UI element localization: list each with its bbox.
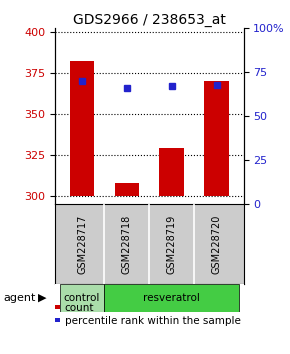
Bar [115,183,139,196]
Text: agent: agent [3,293,35,303]
Text: GSM228718: GSM228718 [122,214,132,274]
Text: resveratrol: resveratrol [143,293,200,303]
Text: count: count [65,303,94,313]
Bar [204,81,229,196]
Text: percentile rank within the sample: percentile rank within the sample [65,316,240,326]
Text: GSM228717: GSM228717 [77,214,87,274]
Title: GDS2966 / 238653_at: GDS2966 / 238653_at [73,13,226,27]
Text: ▶: ▶ [38,293,46,303]
Text: control: control [64,293,100,303]
Bar [59,284,104,312]
Bar [104,284,239,312]
Bar [160,148,184,196]
Text: GSM228719: GSM228719 [167,214,177,274]
Bar [70,61,94,196]
Text: GSM228720: GSM228720 [212,214,222,274]
